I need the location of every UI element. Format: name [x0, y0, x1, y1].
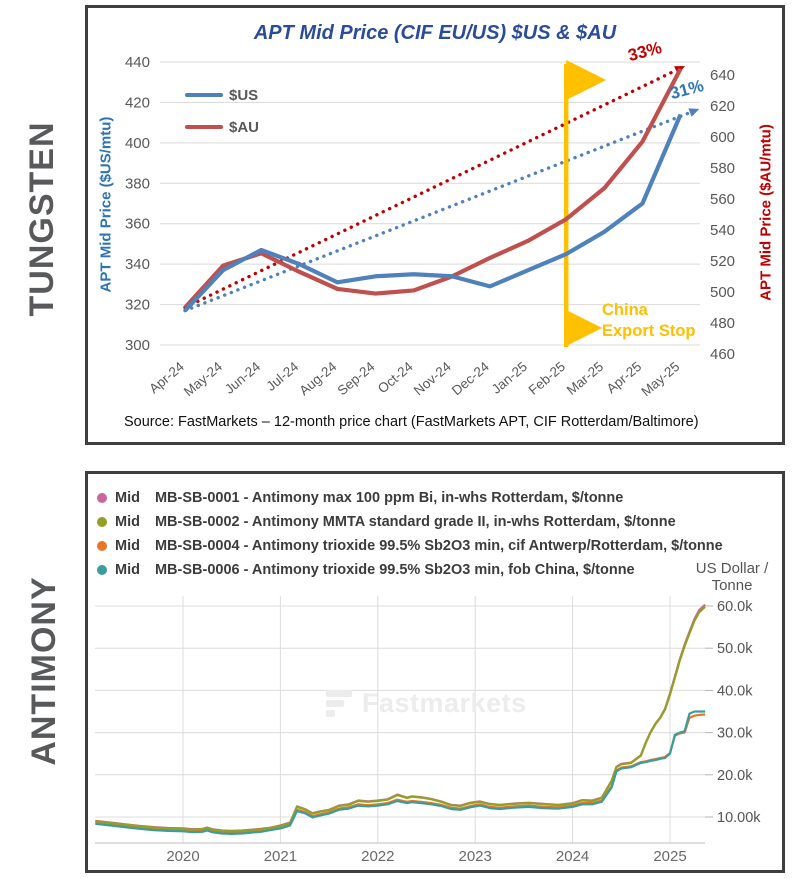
svg-text:Oct-24: Oct-24: [375, 358, 416, 396]
svg-text:May-25: May-25: [638, 359, 682, 399]
svg-text:20.0k: 20.0k: [717, 768, 753, 784]
legend-label-us: $US: [229, 86, 259, 104]
svg-text:460: 460: [710, 346, 735, 363]
svg-text:2021: 2021: [264, 848, 297, 865]
svg-text:600: 600: [710, 129, 735, 146]
china-export-stop-line1: China: [602, 301, 648, 319]
legend-prefix: Mid: [115, 514, 140, 530]
svg-text:Feb-25: Feb-25: [526, 359, 568, 398]
antimony-legend: Mid MB-SB-0001 - Antimony max 100 ppm Bi…: [97, 486, 723, 582]
fastmarkets-watermark: Fastmarkets: [326, 688, 527, 719]
svg-text:Sep-24: Sep-24: [335, 359, 378, 399]
tungsten-chart-plot: 440 420 400 380 360 340 320 300 640 620 600 580 560 5…: [125, 54, 735, 399]
left-axis-title: APT Mid Price ($US/mtu): [97, 116, 115, 293]
svg-text:Jan-25: Jan-25: [489, 359, 530, 397]
svg-text:2022: 2022: [361, 848, 394, 865]
right-axis-title: APT Mid Price ($AU/mtu): [757, 124, 775, 301]
tungsten-chart-title: APT Mid Price (CIF EU/US) $US & $AU: [253, 22, 617, 44]
antimony-chart-plot: 60.0k 50.0k 40.0k 30.0k 20.0k 10.00k 2020 2021 2…: [95, 596, 761, 865]
legend-description: MB-SB-0004 - Antimony trioxide 99.5% Sb2…: [154, 538, 723, 554]
svg-text:Jul-24: Jul-24: [263, 358, 301, 393]
svg-text:340: 340: [125, 256, 150, 273]
series-dot-mb-sb-0002: [97, 517, 107, 527]
svg-text:400: 400: [125, 135, 150, 152]
svg-text:Dec-24: Dec-24: [449, 358, 492, 398]
section-label-antimony: ANTIMONY: [25, 576, 63, 766]
china-export-stop-line2: Export Stop: [602, 322, 696, 340]
watermark-text: Fastmarkets: [362, 688, 527, 718]
svg-text:60.0k: 60.0k: [717, 599, 753, 615]
legend-description: MB-SB-0002 - Antimony MMTA standard grad…: [154, 514, 676, 530]
series-dot-mb-sb-0001: [97, 493, 107, 503]
svg-text:2025: 2025: [653, 848, 686, 865]
legend-item-mb-sb-0002[interactable]: Mid MB-SB-0002 - Antimony MMTA standard …: [97, 510, 723, 534]
svg-text:Mar-25: Mar-25: [564, 359, 606, 398]
svg-text:10.00k: 10.00k: [717, 810, 761, 826]
svg-text:380: 380: [125, 175, 150, 192]
svg-text:Nov-24: Nov-24: [411, 358, 454, 398]
svg-text:640: 640: [710, 67, 735, 84]
svg-text:580: 580: [710, 160, 735, 177]
section-label-tungsten: TUNGSTEN: [23, 121, 61, 317]
svg-text:360: 360: [125, 216, 150, 233]
legend-item-au: $AU: [185, 118, 260, 136]
svg-text:320: 320: [125, 297, 150, 314]
series-dot-mb-sb-0006: [97, 565, 107, 575]
antimony-y-axis-title: US Dollar / Tonne: [686, 560, 778, 594]
svg-text:620: 620: [710, 98, 735, 115]
svg-text:Aug-24: Aug-24: [296, 359, 339, 399]
svg-text:540: 540: [710, 222, 735, 239]
svg-text:560: 560: [710, 191, 735, 208]
svg-text:2024: 2024: [556, 848, 589, 865]
au-line-swatch: [185, 125, 223, 129]
svg-text:2023: 2023: [459, 848, 492, 865]
antimony-chart-panel: 60.0k 50.0k 40.0k 30.0k 20.0k 10.00k 2020 2021 2…: [85, 471, 785, 873]
svg-text:May-24: May-24: [181, 358, 226, 399]
china-export-stop-annotation: China Export Stop: [602, 300, 696, 342]
legend-prefix: Mid: [115, 490, 140, 506]
us-line-swatch: [185, 93, 223, 97]
svg-text:480: 480: [710, 315, 735, 332]
legend-item-us: $US: [185, 86, 259, 104]
legend-description: MB-SB-0006 - Antimony trioxide 99.5% Sb2…: [154, 562, 635, 578]
svg-text:420: 420: [125, 94, 150, 111]
legend-prefix: Mid: [115, 538, 140, 554]
y-axis-title-line1: US Dollar /: [695, 560, 769, 577]
svg-text:Jun-24: Jun-24: [222, 358, 264, 396]
legend-description: MB-SB-0001 - Antimony max 100 ppm Bi, in…: [154, 490, 624, 506]
legend-label-au: $AU: [229, 118, 260, 136]
svg-text:500: 500: [710, 284, 735, 301]
legend-item-mb-sb-0004[interactable]: Mid MB-SB-0004 - Antimony trioxide 99.5%…: [97, 534, 723, 558]
svg-text:Apr-24: Apr-24: [146, 358, 187, 396]
y-axis-title-line2: Tonne: [711, 577, 753, 594]
svg-text:30.0k: 30.0k: [717, 726, 753, 742]
svg-text:440: 440: [125, 54, 150, 71]
series-dot-mb-sb-0004: [97, 541, 107, 551]
legend-item-mb-sb-0001[interactable]: Mid MB-SB-0001 - Antimony max 100 ppm Bi…: [97, 486, 723, 510]
svg-text:300: 300: [125, 337, 150, 354]
legend-item-mb-sb-0006[interactable]: Mid MB-SB-0006 - Antimony trioxide 99.5%…: [97, 558, 723, 582]
svg-text:50.0k: 50.0k: [717, 641, 753, 657]
tungsten-chart-panel: 440 420 400 380 360 340 320 300 640 620 600 580 560 5…: [85, 5, 785, 445]
svg-text:Apr-25: Apr-25: [604, 359, 645, 397]
legend-prefix: Mid: [115, 562, 140, 578]
source-note: Source: FastMarkets – 12-month price cha…: [124, 414, 699, 430]
fastmarkets-logo-icon: [326, 690, 352, 717]
svg-text:520: 520: [710, 253, 735, 270]
svg-text:2020: 2020: [166, 848, 199, 865]
svg-text:40.0k: 40.0k: [717, 683, 753, 699]
